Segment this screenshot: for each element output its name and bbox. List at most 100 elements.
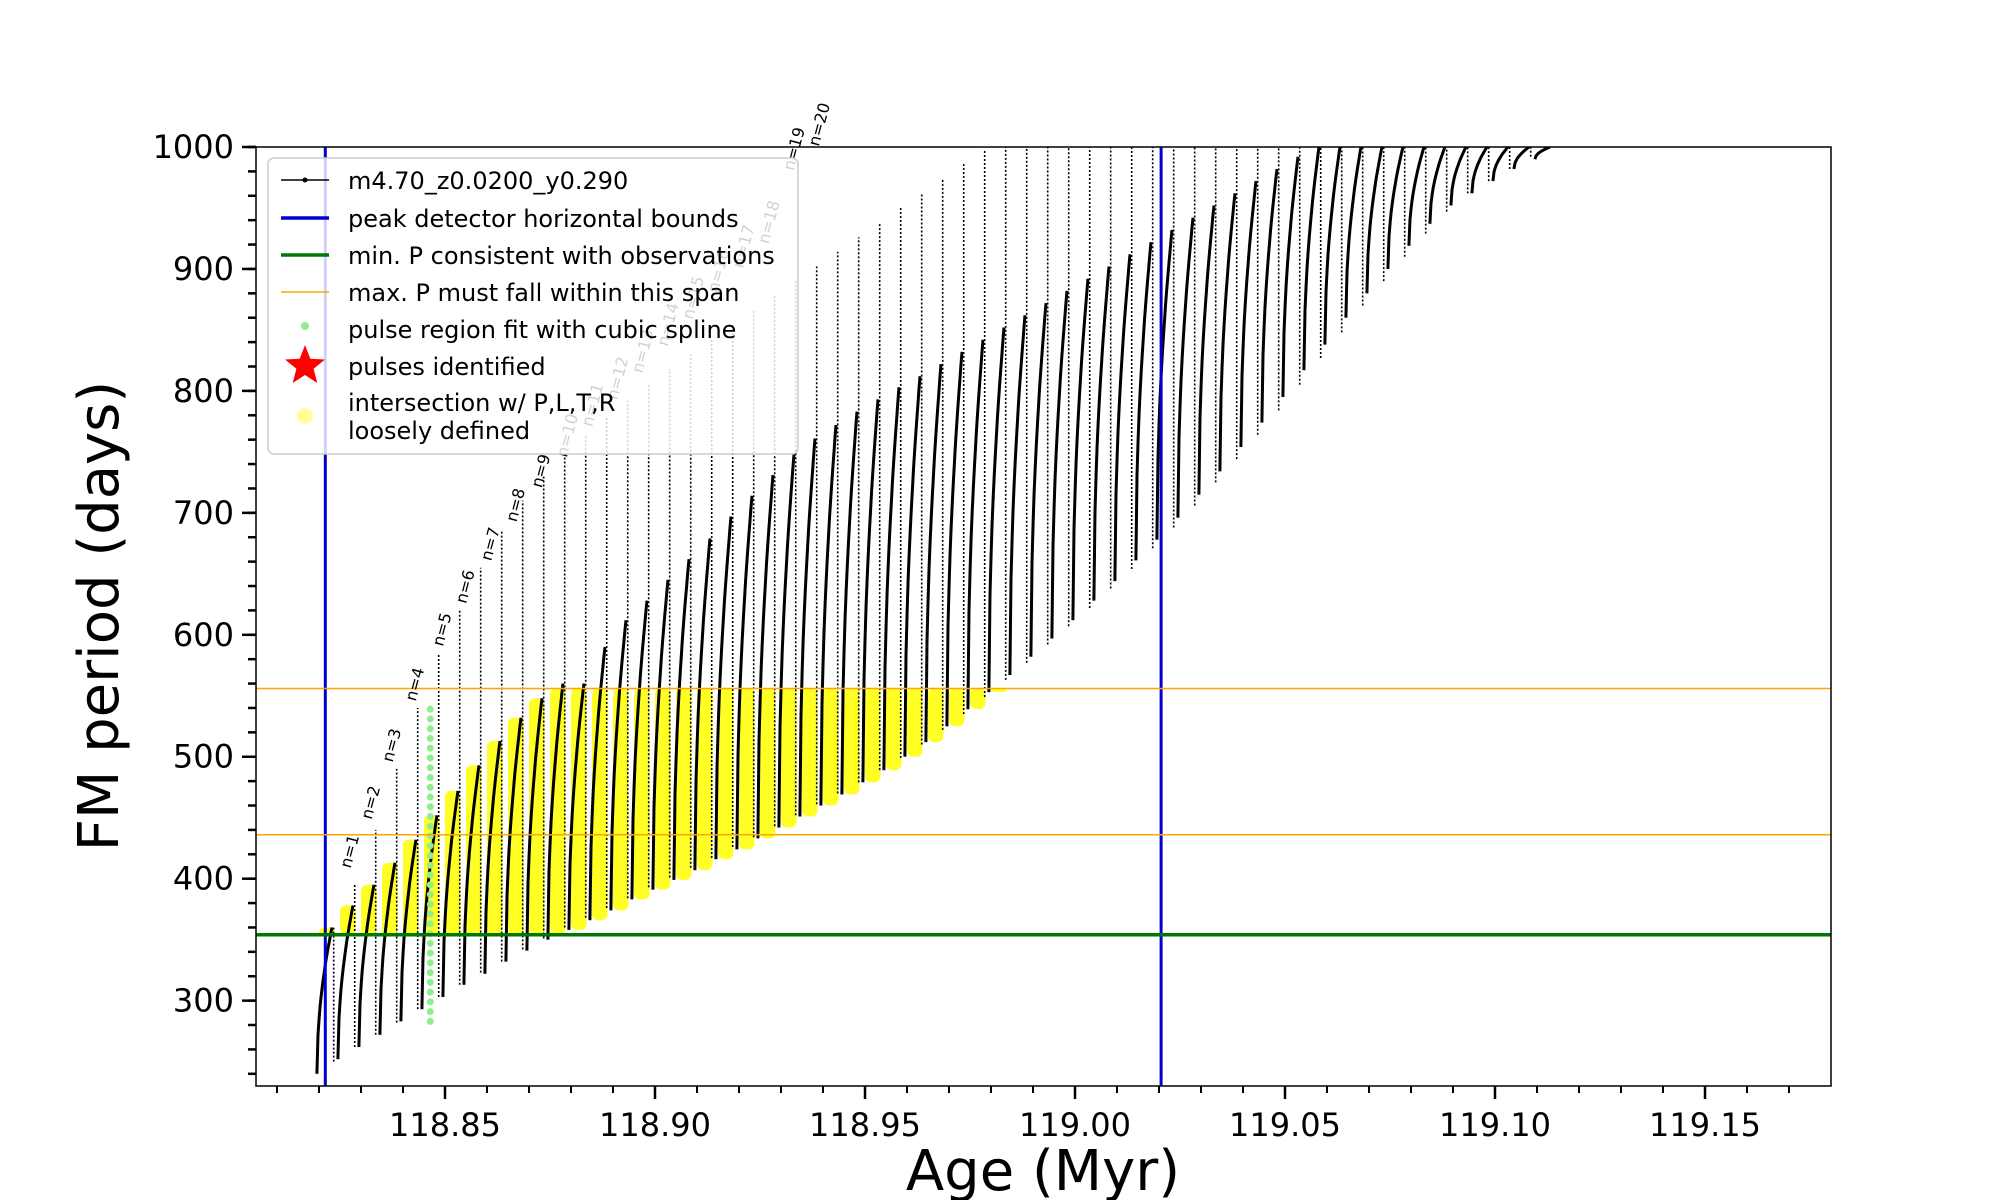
pulse-curve <box>1260 168 1279 423</box>
pulse-curve <box>714 516 733 860</box>
pulse-curve <box>1197 205 1216 495</box>
intersection-blob <box>760 688 776 839</box>
pulse-curve <box>1512 147 1530 170</box>
spline-point <box>426 725 434 733</box>
plot-frame <box>255 146 1832 1087</box>
pulse-curve <box>336 905 355 1060</box>
pulse-curve <box>1050 290 1069 639</box>
pulse-curve <box>462 765 481 985</box>
x-tick-label: 119.00 <box>1019 1106 1131 1144</box>
pulse-curve <box>1470 147 1489 194</box>
legend-handle-green-dot <box>301 322 309 330</box>
pulse-curve <box>672 559 691 880</box>
pulse-curve <box>882 387 901 771</box>
intersection-blob <box>718 688 734 860</box>
pulse-curve <box>924 363 943 743</box>
pulse-curve <box>1176 217 1195 518</box>
y-tick-label: 900 <box>173 250 234 288</box>
intersection-blob <box>571 688 587 930</box>
spline-point <box>426 793 434 801</box>
intersection-blob <box>508 717 524 935</box>
pulse-curve <box>1344 147 1363 318</box>
intersection-blob <box>592 688 608 921</box>
legend-label: min. P consistent with observations <box>348 242 775 270</box>
intersection-blob <box>970 688 986 710</box>
spline-point <box>426 988 434 996</box>
intersection-blob <box>655 688 671 890</box>
spline-fit-points <box>426 705 434 1025</box>
intersection-blob <box>676 688 692 880</box>
x-tick-label: 119.10 <box>1439 1106 1551 1144</box>
pulse-curve <box>1533 147 1551 160</box>
pulse-curve <box>945 351 964 727</box>
spline-point <box>426 705 434 713</box>
pulse-curve <box>1155 229 1174 540</box>
x-tick-label: 118.85 <box>389 1106 501 1144</box>
spline-point <box>426 959 434 967</box>
legend-label: m4.70_z0.0200_y0.290 <box>348 167 628 195</box>
pulse-curve <box>357 884 376 1048</box>
plot-area <box>256 147 1831 1086</box>
pulse-curve <box>609 620 628 911</box>
pulse-curve <box>903 376 922 757</box>
pulse-curve <box>987 327 1006 693</box>
pulse-curve <box>1134 241 1153 561</box>
legend-handle-yellow-circle <box>297 408 313 424</box>
x-tick-label: 119.15 <box>1649 1106 1761 1144</box>
pulse-curve <box>651 579 670 890</box>
intersection-blob <box>739 688 755 850</box>
intersection-blob <box>613 688 629 911</box>
pulse-curve <box>1323 147 1342 345</box>
spline-point <box>426 764 434 772</box>
spline-point <box>426 920 434 928</box>
pulse-curve <box>777 454 796 828</box>
x-tick-label: 119.05 <box>1229 1106 1341 1144</box>
y-axis-label: FM period (days) <box>67 381 132 851</box>
y-tick-label: 600 <box>173 616 234 654</box>
y-tick-label: 500 <box>173 738 234 776</box>
spline-point <box>426 939 434 947</box>
spline-point <box>426 910 434 918</box>
pulse-curve <box>399 839 418 1022</box>
pulse-curve <box>1218 193 1237 472</box>
x-tick-label: 118.90 <box>599 1106 711 1144</box>
intersection-blob <box>781 688 797 828</box>
pulse-curve <box>1092 266 1111 601</box>
intersection-blob <box>802 688 818 817</box>
pulse-curve <box>1281 156 1300 398</box>
pulse-curve <box>1428 147 1447 224</box>
intersection-blob <box>949 688 965 727</box>
intersection-blob <box>823 688 839 806</box>
pulse-curve <box>546 683 565 940</box>
spline-point <box>426 949 434 957</box>
spline-point <box>426 1008 434 1016</box>
intersection-blob <box>634 688 650 900</box>
pulse-curve <box>966 339 985 710</box>
legend-label: max. P must fall within this span <box>348 279 739 307</box>
intersection-blob <box>487 740 503 935</box>
pulse-curve <box>1449 147 1468 206</box>
intersection-blob <box>844 688 860 795</box>
legend-box <box>267 157 799 455</box>
x-tick-label: 118.95 <box>809 1106 921 1144</box>
spline-point <box>426 1017 434 1025</box>
spline-point <box>426 998 434 1006</box>
pulse-curve <box>756 474 775 839</box>
legend-label: intersection w/ P,L,T,R <box>348 389 615 417</box>
intersection-blob <box>466 765 482 935</box>
y-tick-label: 700 <box>173 494 234 532</box>
spline-point <box>426 773 434 781</box>
legend-label: loosely defined <box>348 417 530 445</box>
spline-point <box>426 783 434 791</box>
intersection-blob <box>550 688 566 935</box>
pulse-curve <box>819 424 838 806</box>
legend-handle-dot <box>302 177 308 183</box>
pulse-curve <box>378 862 397 1035</box>
intersection-blob <box>697 688 713 871</box>
pulse-curve <box>1491 147 1510 182</box>
spline-point <box>426 803 434 811</box>
pulse-curve <box>1407 147 1426 246</box>
legend-handle-star <box>285 345 325 383</box>
pulse-curve <box>861 399 880 783</box>
